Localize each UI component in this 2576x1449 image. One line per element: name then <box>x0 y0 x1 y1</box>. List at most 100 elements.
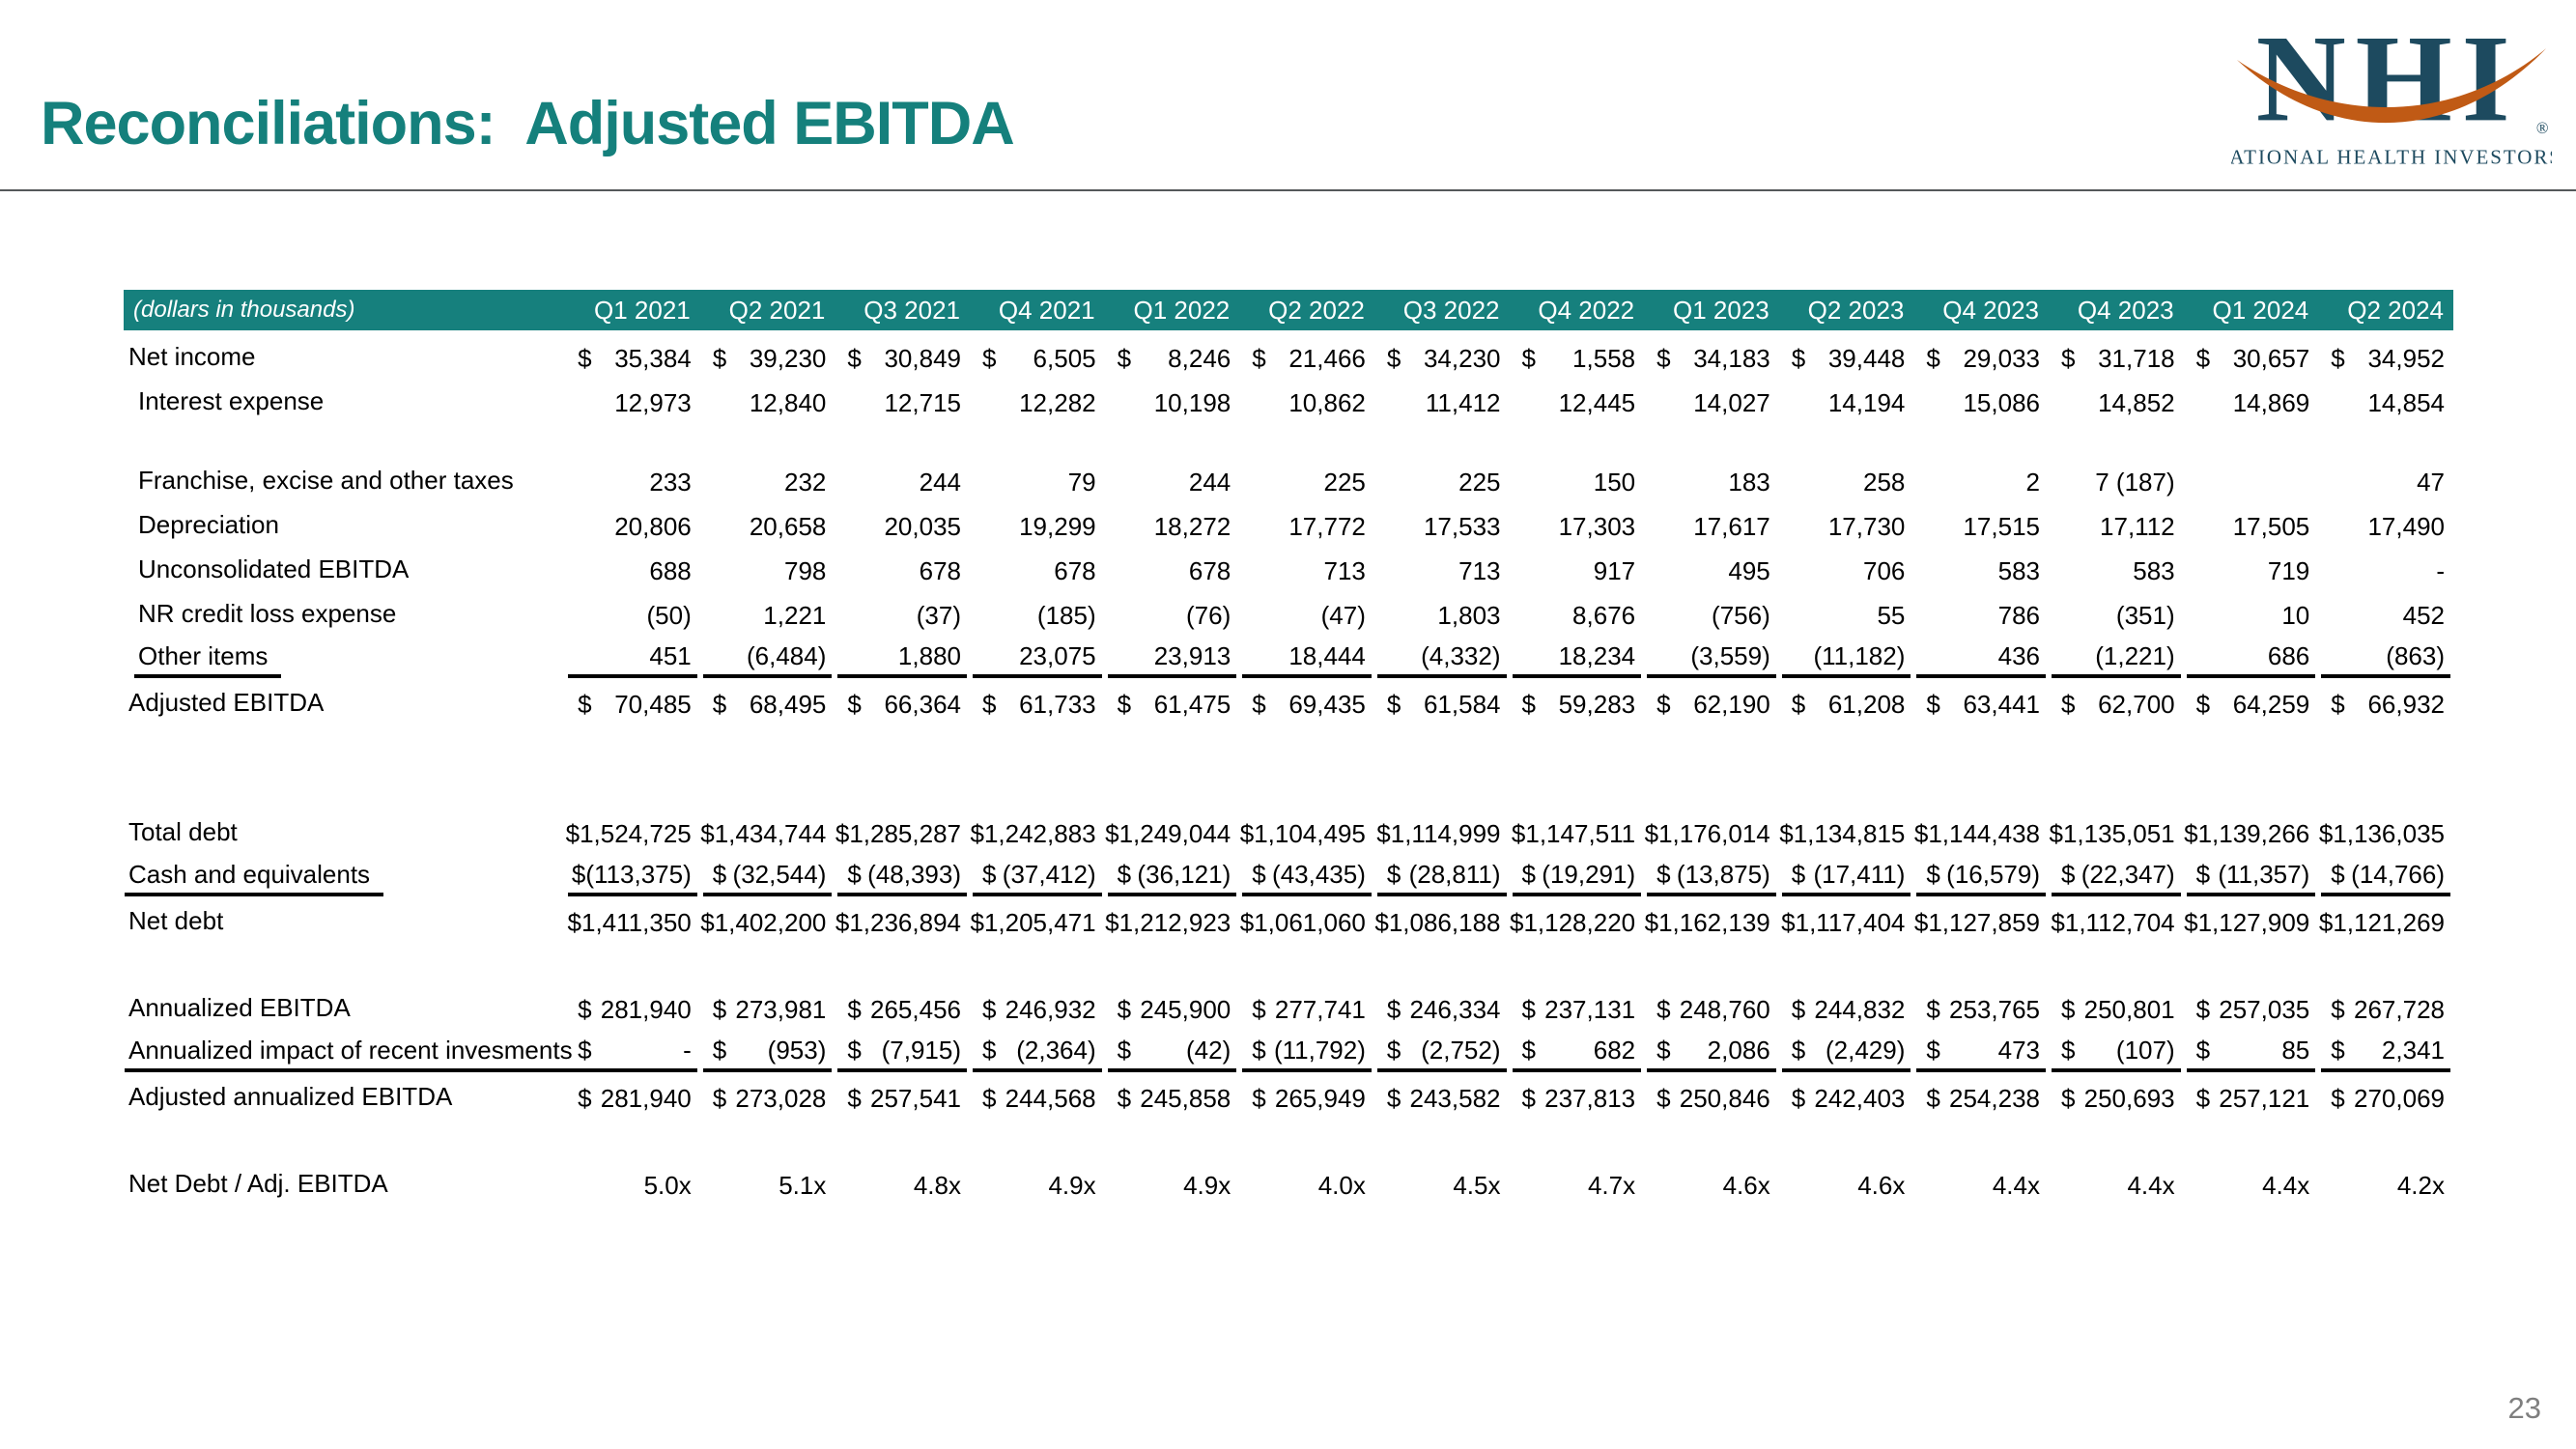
cell-content: $245,858 <box>1108 1084 1237 1114</box>
dollar-sign: $ <box>1521 1083 1536 1113</box>
cell-value: 4.5x <box>1453 1170 1501 1200</box>
cell-content: $257,035 <box>2187 995 2316 1025</box>
table-cell: $ (42) <box>1105 1032 1240 1076</box>
table-row: Adjusted annualized EBITDA $281,940 $273,0… <box>124 1076 2453 1121</box>
table-row: Net Debt / Adj. EBITDA 5.0x 5.1x 4.8x 4.9x 4.… <box>124 1163 2453 1208</box>
table-cell: 4.6x <box>1779 1163 1914 1208</box>
row-label-text: Annualized impact of recent invesments <box>125 1036 586 1072</box>
table-cell: $1,061,060 <box>1239 900 1374 945</box>
table-cell: $237,813 <box>1510 1076 1645 1121</box>
cell-content: $237,813 <box>1513 1084 1642 1114</box>
logo-swoosh-icon <box>2236 48 2547 124</box>
cell-content: 232 <box>703 468 833 497</box>
dollar-sign: $ <box>1656 994 1671 1024</box>
cell-content: 20,035 <box>837 512 967 542</box>
dollar-sign: $ <box>982 343 997 373</box>
table-cell: 12,445 <box>1510 381 1645 425</box>
dollar-sign: $ <box>2184 907 2198 937</box>
cell-value: 14,869 <box>2232 387 2310 417</box>
table-cell: 583 <box>2049 549 2184 593</box>
cell-value: 246,932 <box>1005 994 1096 1024</box>
cell-content: 244 <box>1108 468 1237 497</box>
table-cell: 20,035 <box>835 504 970 549</box>
table-cell: $ (11,792) <box>1239 1032 1374 1076</box>
cell-content: $ (2,752) <box>1376 1036 1507 1072</box>
table-cell: $250,801 <box>2049 987 2184 1032</box>
cell-content: 4.2x <box>2321 1171 2450 1201</box>
dollar-sign: $ <box>847 1083 862 1113</box>
table-cell: 583 <box>1913 549 2049 593</box>
cell-content: 17,303 <box>1513 512 1642 542</box>
cell-value: 17,730 <box>1827 511 1906 541</box>
table-cell: 678 <box>835 549 970 593</box>
cell-content: $1,212,923 <box>1105 908 1237 938</box>
cell-value: 244,568 <box>1005 1083 1096 1113</box>
cell-content: $ (113,375) <box>568 860 697 896</box>
cell-value: 2,341 <box>2381 1036 2445 1065</box>
cell-content: - <box>2321 556 2450 586</box>
cell-content: 4.8x <box>837 1171 967 1201</box>
cell-content: $1,524,725 <box>566 819 697 849</box>
cell-value: 281,940 <box>600 1083 692 1113</box>
cell-value: (2,752) <box>1421 1036 1501 1065</box>
table-cell: 4.8x <box>835 1163 970 1208</box>
cell-value: 23,913 <box>1153 641 1231 670</box>
row-label-text: Total debt <box>128 817 238 846</box>
cell-value: (1,221) <box>2095 641 2175 670</box>
cell-content: 10 <box>2187 601 2316 631</box>
cell-content: (11,182) <box>1781 641 1911 678</box>
table-cell: $242,403 <box>1779 1076 1914 1121</box>
table-cell: $ - <box>565 1032 700 1076</box>
cell-value: (185) <box>1036 600 1096 630</box>
cell-content: $250,693 <box>2052 1084 2181 1114</box>
table-cell: $1,249,044 <box>1105 811 1240 856</box>
cell-value: 4.9x <box>1183 1170 1231 1200</box>
cell-value: 4.4x <box>1992 1170 2040 1200</box>
cell-content: 258 <box>1782 468 1911 497</box>
dollar-sign: $ <box>1252 1083 1266 1113</box>
cell-value: (76) <box>1186 600 1231 630</box>
dollar-sign: $ <box>847 689 862 719</box>
table-cell: $34,952 <box>2318 336 2453 381</box>
table-cell: 4.0x <box>1239 1163 1374 1208</box>
cell-value: 225 <box>1458 467 1501 497</box>
cell-content: $35,384 <box>568 344 697 374</box>
table-cell: $1,285,287 <box>835 811 970 856</box>
cell-value: 253,765 <box>1949 994 2040 1024</box>
cell-value: 451 <box>649 641 692 670</box>
cell-value: 10,862 <box>1288 387 1366 417</box>
cell-content: $1,112,704 <box>2051 908 2181 938</box>
dollar-sign: $ <box>1913 818 1929 848</box>
cell-content: $ (16,579) <box>1916 860 2046 896</box>
cell-value: 1,242,883 <box>983 818 1096 848</box>
table-cell: $250,846 <box>1644 1076 1779 1121</box>
cell-content: (37) <box>837 601 967 631</box>
table-cell: 79 <box>970 460 1105 504</box>
column-header: Q2 2021 <box>699 290 835 330</box>
table-cell: $ (36,121) <box>1105 856 1240 900</box>
dollar-sign: $ <box>847 860 862 889</box>
cell-value: 583 <box>2133 555 2175 585</box>
cell-content: 4.4x <box>1916 1171 2046 1201</box>
table-cell: $ (48,393) <box>835 856 970 900</box>
cell-value: 8,246 <box>1168 343 1231 373</box>
table-cell: $1,434,744 <box>700 811 835 856</box>
table-cell: 452 <box>2318 593 2453 638</box>
table-cell: $ (37,412) <box>970 856 1105 900</box>
cell-value: 1,127,859 <box>1928 907 2040 937</box>
cell-value: 17,515 <box>1963 511 2040 541</box>
cell-content: $1,136,035 <box>2319 819 2450 849</box>
cell-value: (17,411) <box>1813 860 1906 889</box>
cell-value: (47) <box>1320 600 1366 630</box>
dollar-sign: $ <box>1386 1036 1401 1065</box>
table-cell: $62,190 <box>1644 682 1779 726</box>
dollar-sign: $ <box>578 1083 592 1113</box>
cell-content: 583 <box>2052 556 2181 586</box>
cell-content: 583 <box>1916 556 2046 586</box>
cell-value: 257,541 <box>870 1083 961 1113</box>
cell-value: 1,061,060 <box>1254 907 1366 937</box>
table-cell: $39,230 <box>700 336 835 381</box>
table-cell: $ (13,875) <box>1644 856 1779 900</box>
cell-value: 273,028 <box>735 1083 827 1113</box>
dollar-sign: $ <box>982 860 997 889</box>
